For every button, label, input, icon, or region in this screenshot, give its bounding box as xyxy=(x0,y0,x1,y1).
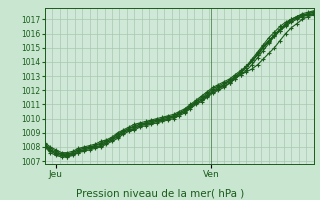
Text: Pression niveau de la mer( hPa ): Pression niveau de la mer( hPa ) xyxy=(76,188,244,198)
